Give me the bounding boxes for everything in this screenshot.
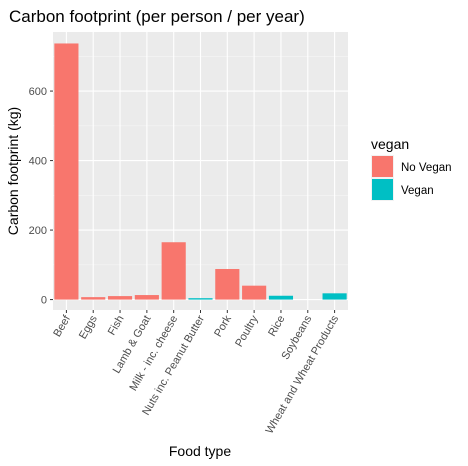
y-tick-label: 200 <box>29 225 47 237</box>
bar-wheat-and-wheat-products <box>322 293 347 300</box>
bar-fish <box>107 296 133 300</box>
bar-rice <box>268 295 294 300</box>
bars <box>54 43 347 300</box>
legend: vegan No Vegan Vegan <box>371 136 452 201</box>
x-tick-label: Pork <box>212 313 234 339</box>
legend-label: Vegan <box>401 185 434 197</box>
legend-key-swatch <box>372 179 393 200</box>
y-axis: 0 200 400 600 <box>29 86 53 307</box>
chart-title: Carbon footprint (per person / per year) <box>9 7 305 26</box>
x-tick-label: Poultry <box>233 313 261 349</box>
y-tick-label: 400 <box>29 156 47 168</box>
bar-poultry <box>242 285 267 300</box>
x-axis-title: Food type <box>169 443 231 459</box>
x-tick-label: Fish <box>106 314 127 338</box>
bar-eggs <box>81 297 106 300</box>
legend-title: vegan <box>371 136 409 152</box>
bar-lamb-goat <box>134 295 159 300</box>
x-tick-label: Beef <box>51 313 73 339</box>
x-tick-label: Rice <box>266 314 287 339</box>
legend-label: No Vegan <box>401 162 452 174</box>
bar-nuts-inc-peanut-butter <box>188 298 213 300</box>
legend-key-swatch <box>372 156 393 177</box>
bar-pork <box>215 268 240 300</box>
y-tick-label: 0 <box>41 295 47 307</box>
bar-beef <box>54 43 79 300</box>
y-axis-title: Carbon footprint (kg) <box>5 107 21 235</box>
x-tick-label: Eggs <box>77 313 100 341</box>
bar-milk-inc-cheese <box>161 242 186 300</box>
y-tick-label: 600 <box>29 86 47 98</box>
